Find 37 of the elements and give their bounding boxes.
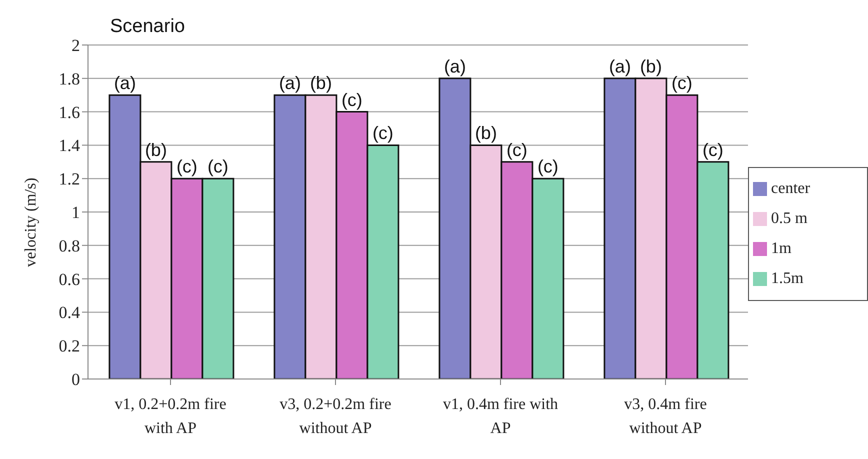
chart-title: Scenario xyxy=(110,16,185,38)
y-axis-title: velocity (m/s) xyxy=(22,178,40,267)
y-tick-label: 2 xyxy=(72,36,80,56)
data-label: (c) xyxy=(671,73,692,94)
y-tick-label: 0.8 xyxy=(58,236,80,256)
y-tick-label: 1.8 xyxy=(58,69,80,88)
data-label: (a) xyxy=(608,56,631,76)
data-label: (c) xyxy=(341,90,362,110)
legend-label: 1.5m xyxy=(771,270,804,286)
y-tick-label: 0 xyxy=(72,370,80,390)
x-tick-label: v3, 0.4m fire without AP xyxy=(624,396,707,437)
y-tick-label: 0.4 xyxy=(58,303,80,322)
data-label: (a) xyxy=(444,56,466,76)
x-tick-label: v1, 0.2+0.2m fire with AP xyxy=(114,396,226,437)
data-label: (c) xyxy=(506,140,528,160)
y-tick-label: 1.4 xyxy=(58,136,80,156)
data-label: (a) xyxy=(278,73,301,94)
y-tick-label: 0.6 xyxy=(58,270,80,289)
y-tick-label: 1 xyxy=(72,203,80,222)
data-label: (c) xyxy=(176,156,198,177)
y-tick-label: 1.6 xyxy=(58,102,80,122)
y-tick-label: 0.2 xyxy=(58,336,80,356)
legend-label: center xyxy=(771,180,810,196)
legend-label: 0.5 m xyxy=(771,210,808,226)
data-label: (b) xyxy=(144,140,167,160)
y-tick-label: 1.2 xyxy=(58,170,80,189)
x-tick-label: v1, 0.4m fire with AP xyxy=(442,396,558,437)
legend-label: 1m xyxy=(771,240,792,256)
data-label: (b) xyxy=(640,56,662,76)
data-label: (c) xyxy=(702,140,724,160)
data-label: (c) xyxy=(207,156,228,177)
x-tick-label: v3, 0.2+0.2m fire without AP xyxy=(280,396,392,437)
data-label: (b) xyxy=(474,123,497,144)
data-label: (a) xyxy=(114,73,136,94)
data-label: (c) xyxy=(537,156,558,177)
data-label: (c) xyxy=(372,123,394,144)
data-label: (b) xyxy=(310,73,332,94)
